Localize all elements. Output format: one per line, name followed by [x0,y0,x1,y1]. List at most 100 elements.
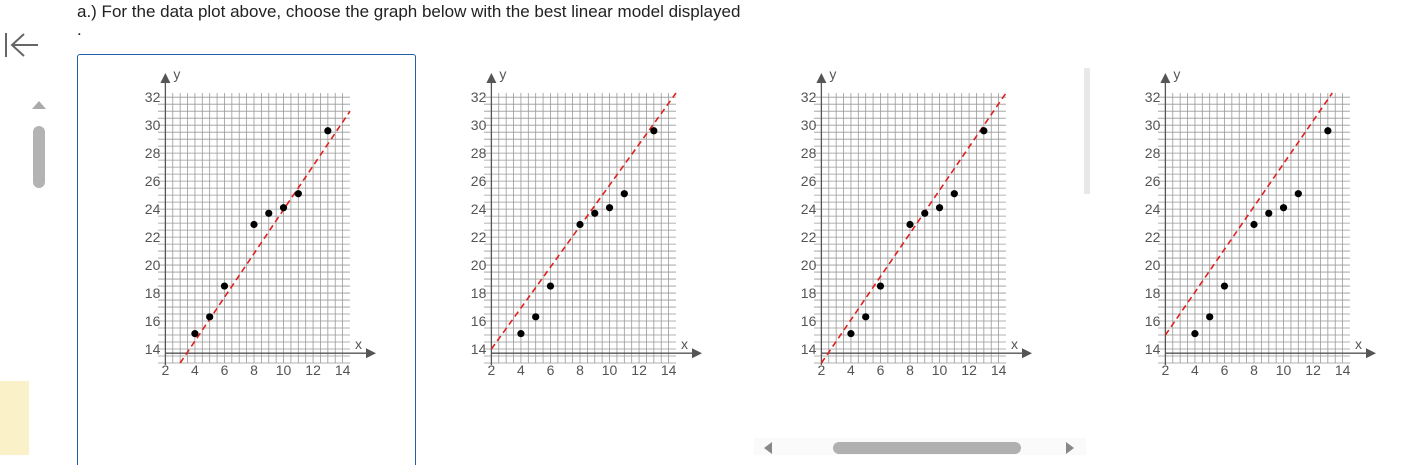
x-tick-label: 2 [487,362,495,378]
data-point [862,313,870,321]
scroll-right-icon[interactable] [1066,442,1074,454]
y-tick-label: 14 [1145,341,1161,357]
x-axis-arrow-icon [1366,348,1376,359]
data-point [250,220,258,229]
x-tick-label: 4 [191,362,199,378]
data-point [620,190,628,198]
question-text: a.) For the data plot above, choose the … [77,2,741,21]
selected-choice-frame[interactable] [77,54,416,465]
scroll-left-icon[interactable] [764,442,772,454]
y-tick-label: 18 [145,285,161,301]
x-tick-label: 14 [661,362,677,378]
data-point [1191,330,1199,338]
y-axis-arrow-icon [486,73,497,83]
y-tick-label: 22 [471,229,487,245]
y-tick-label: 14 [145,341,161,357]
x-axis-arrow-icon [692,348,702,359]
x-tick-label: 14 [991,362,1007,378]
data-point [1220,282,1229,290]
y-axis-arrow-icon [160,73,171,83]
data-point [906,220,914,229]
collapse-left-icon[interactable] [2,30,42,60]
y-tick-label: 22 [1145,229,1161,245]
x-tick-label: 4 [847,362,855,378]
x-axis-arrow-icon [1022,348,1032,359]
y-tick-label: 16 [145,313,161,329]
x-tick-label: 12 [305,362,321,378]
y-tick-label: 16 [801,313,817,329]
y-tick-label: 28 [471,145,487,161]
data-point [605,204,614,212]
graph-choice-d[interactable]: y x 2 4 6 8 10 12 14 14 16 18 20 22 24 26 28 30 32 [1130,65,1380,378]
x-tick-label: 4 [1191,362,1199,378]
x-tick-label: 8 [250,362,258,378]
y-tick-label: 30 [801,117,817,133]
y-axis-label: y [499,66,506,82]
y-tick-label: 24 [801,201,817,217]
data-point [1294,190,1302,198]
scroll-up-icon[interactable] [32,101,46,109]
horizontal-scroll-thumb[interactable] [833,442,1021,454]
x-tick-label: 2 [161,362,169,378]
y-axis-label: y [173,66,180,82]
y-tick-label: 20 [1145,257,1161,273]
graph-choice-c[interactable]: y x 2 4 6 8 10 12 14 14 16 18 20 22 24 26 28 30 32 [786,65,1036,378]
highlight-panel [0,381,29,455]
x-tick-label: 8 [576,362,584,378]
x-tick-label: 6 [221,362,229,378]
y-tick-label: 16 [471,313,487,329]
data-point [1206,313,1214,321]
y-tick-label: 32 [471,89,487,105]
x-tick-label: 10 [602,362,618,378]
data-point [921,209,929,217]
data-point [191,330,199,338]
y-axis-label: y [829,66,836,82]
x-axis-arrow-icon [366,348,376,359]
y-tick-label: 18 [1145,285,1161,301]
scroll-thumb[interactable] [33,126,45,188]
vertical-scrollbar[interactable] [28,95,50,455]
data-point [517,330,525,338]
data-point [847,330,855,338]
x-tick-label: 10 [276,362,292,378]
y-tick-label: 18 [471,285,487,301]
data-point [1324,127,1332,135]
y-axis-arrow-icon [1160,73,1171,83]
data-point [1279,204,1288,212]
data-point [576,220,584,229]
data-point [324,127,332,135]
data-point [950,190,958,198]
x-axis-label: x [1355,336,1362,352]
data-point [206,313,214,321]
data-point [532,313,540,321]
horizontal-scrollbar[interactable] [754,438,1086,455]
data-point [935,204,944,212]
data-point [591,209,599,217]
data-point [294,190,302,198]
x-tick-label: 8 [906,362,914,378]
y-tick-label: 22 [801,229,817,245]
x-tick-label: 8 [1250,362,1258,378]
y-tick-label: 28 [1145,145,1161,161]
y-tick-label: 14 [471,341,487,357]
y-axis-arrow-icon [816,73,827,83]
y-tick-label: 14 [801,341,817,357]
graph-choice-a[interactable]: y x 2 4 6 8 10 12 14 14 16 18 20 22 24 26 28 30 32 [130,65,380,378]
y-tick-label: 22 [145,229,161,245]
x-tick-label: 2 [1161,362,1169,378]
y-tick-label: 24 [471,201,487,217]
graph-choice-b[interactable]: y x 2 4 6 8 10 12 14 14 16 18 20 22 24 26 28 30 32 [456,65,706,378]
data-point [546,282,555,290]
x-tick-label: 12 [1305,362,1321,378]
x-tick-label: 14 [1335,362,1351,378]
y-tick-label: 32 [145,89,161,105]
y-tick-label: 24 [145,201,161,217]
data-point [265,209,273,217]
linear-model-line [490,92,677,350]
y-tick-label: 20 [801,257,817,273]
data-point [1250,220,1258,229]
x-axis-label: x [681,336,688,352]
y-tick-label: 26 [1145,173,1161,189]
y-tick-label: 28 [145,145,161,161]
y-tick-label: 30 [1145,117,1161,133]
